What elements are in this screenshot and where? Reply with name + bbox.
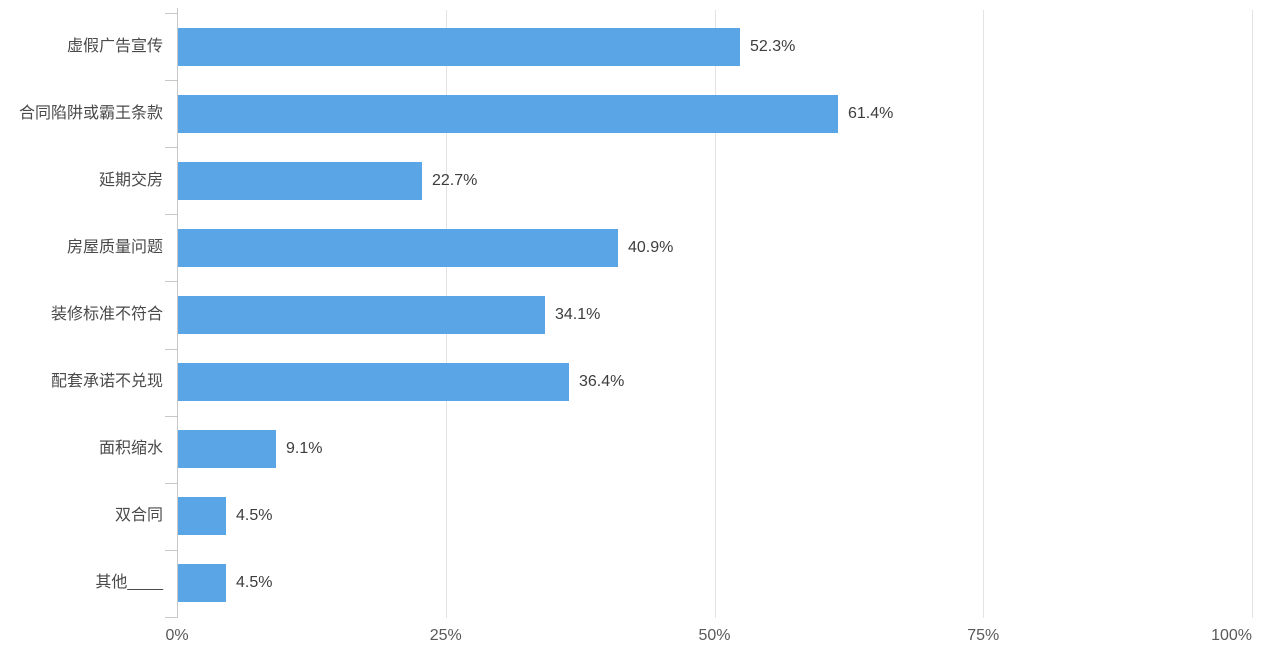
category-label: 房屋质量问题 [66, 239, 163, 256]
y-axis-tick [165, 214, 177, 215]
y-axis-tick [165, 147, 177, 148]
y-axis-tick [165, 550, 177, 551]
value-label: 36.4% [579, 373, 625, 390]
y-axis-tick [165, 13, 177, 14]
y-axis-tick [165, 416, 177, 417]
value-label: 61.4% [848, 105, 894, 122]
category-label: 延期交房 [98, 172, 163, 189]
gridline-50% [714, 10, 716, 618]
x-axis-label: 75% [967, 627, 1000, 644]
y-axis-tick [165, 349, 177, 350]
y-axis-line [177, 8, 178, 618]
value-label: 40.9% [628, 239, 674, 256]
bar [178, 363, 569, 401]
x-axis-label: 25% [429, 627, 462, 644]
bar [178, 430, 276, 468]
y-axis-tick [165, 80, 177, 81]
y-axis-tick [165, 483, 177, 484]
bar [178, 497, 226, 535]
gridline-100% [1252, 10, 1253, 618]
x-axis-label: 50% [698, 627, 731, 644]
y-axis-tick [165, 617, 177, 618]
x-axis-label: 0% [165, 627, 189, 644]
value-label: 34.1% [555, 306, 601, 323]
category-label: 配套承诺不兑现 [50, 373, 163, 390]
category-label: 其他____ [95, 574, 163, 591]
category-label: 合同陷阱或霸王条款 [18, 105, 163, 122]
bar [178, 162, 422, 200]
category-label: 双合同 [114, 507, 163, 524]
gridline-75% [983, 10, 985, 618]
x-axis-label: 100% [1211, 627, 1252, 644]
value-label: 4.5% [236, 574, 273, 591]
value-label: 22.7% [432, 172, 478, 189]
value-label: 52.3% [750, 38, 796, 55]
bar [178, 95, 838, 133]
y-axis-tick [165, 281, 177, 282]
bar [178, 296, 545, 334]
bar [178, 28, 740, 66]
category-label: 装修标准不符合 [50, 306, 163, 323]
category-label: 虚假广告宣传 [66, 38, 163, 55]
value-label: 4.5% [236, 507, 273, 524]
bar [178, 564, 226, 602]
bar [178, 229, 618, 267]
category-label: 面积缩水 [98, 440, 163, 457]
value-label: 9.1% [286, 440, 323, 457]
